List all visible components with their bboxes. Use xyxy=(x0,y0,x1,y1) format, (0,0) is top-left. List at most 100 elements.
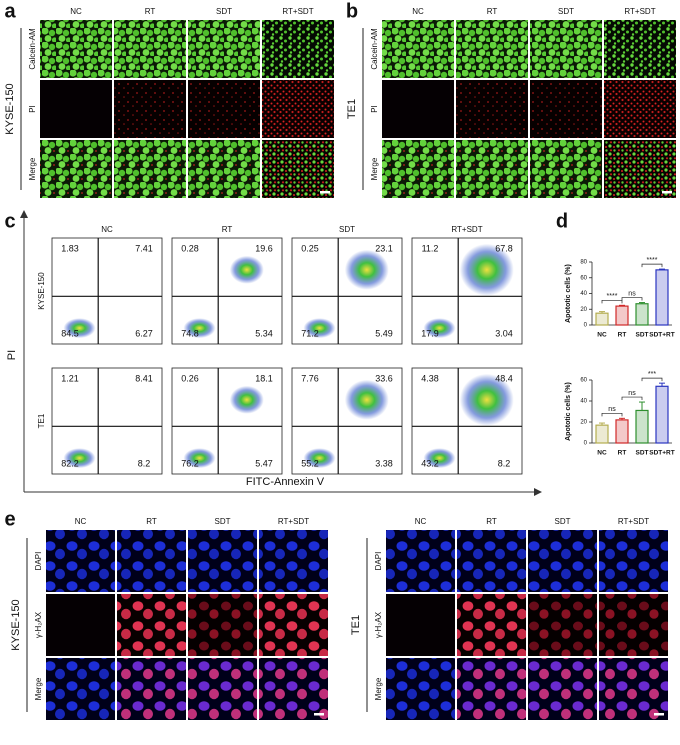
micrograph xyxy=(117,530,186,592)
x-tick-label: SDT xyxy=(636,332,649,339)
micrograph xyxy=(599,594,668,656)
quadrant-value: 43.2 xyxy=(421,458,439,468)
panel-label: e xyxy=(4,508,15,530)
row-label: Merge xyxy=(370,157,379,180)
row-label: KYSE-150 xyxy=(37,272,46,310)
panel-label: b xyxy=(346,0,358,22)
quadrant-value: 4.38 xyxy=(421,373,439,383)
cell-line-label: TE1 xyxy=(350,615,362,635)
column-header: RT xyxy=(145,7,156,16)
quadrant-value: 17.9 xyxy=(421,328,439,338)
micrograph xyxy=(46,594,115,656)
panel-label: a xyxy=(4,0,16,22)
significance-bracket xyxy=(621,297,643,301)
micrograph xyxy=(188,594,257,656)
micrograph xyxy=(114,20,186,78)
micrograph xyxy=(40,20,112,78)
column-header: RT xyxy=(146,517,157,526)
column-header: RT+SDT xyxy=(618,517,649,526)
x-tick-label: NC xyxy=(597,332,607,339)
bar xyxy=(655,385,669,444)
micrograph xyxy=(457,530,526,592)
quadrant-value: 0.26 xyxy=(181,373,199,383)
scale-bar xyxy=(320,191,330,194)
column-header: RT+SDT xyxy=(451,225,482,234)
quadrant-value: 7.76 xyxy=(301,373,319,383)
column-header: NC xyxy=(101,225,113,234)
quadrant-value: 71.2 xyxy=(301,328,319,338)
quadrant-value: 55.2 xyxy=(301,458,319,468)
quadrant-value: 5.47 xyxy=(255,458,273,468)
micrograph xyxy=(117,594,186,656)
micrograph xyxy=(114,140,186,198)
micrograph xyxy=(599,530,668,592)
micrograph xyxy=(262,140,334,198)
y-tick-label: 60 xyxy=(580,378,587,384)
cell-line-label: KYSE-150 xyxy=(4,83,16,134)
significance-bracket xyxy=(601,299,623,304)
column-header: NC xyxy=(415,517,427,526)
significance-bracket xyxy=(601,412,623,417)
cell-line-label: TE1 xyxy=(346,99,358,119)
y-tick-label: 40 xyxy=(580,291,587,297)
significance-label: **** xyxy=(607,293,618,300)
bar xyxy=(595,312,609,326)
column-header: RT+SDT xyxy=(278,517,309,526)
quadrant-value: 3.38 xyxy=(375,458,393,468)
quadrant-value: 6.27 xyxy=(135,328,153,338)
quadrant-value: 84.5 xyxy=(61,328,79,338)
quadrant-value: 76.2 xyxy=(181,458,199,468)
row-label: Merge xyxy=(374,677,383,700)
column-header: NC xyxy=(75,517,87,526)
micrograph xyxy=(262,80,334,138)
axis-label: Apototic cells (%) xyxy=(565,382,572,441)
x-tick-label: SDT+RT xyxy=(649,450,674,457)
micrograph xyxy=(188,658,257,720)
micrograph xyxy=(386,658,455,720)
row-label: DAPI xyxy=(374,552,383,571)
bar xyxy=(635,409,649,444)
cell-cloud xyxy=(303,318,336,339)
significance-label: ns xyxy=(608,406,616,413)
cell-cloud xyxy=(303,448,336,469)
micrograph xyxy=(382,20,454,78)
quadrant-value: 3.04 xyxy=(495,328,513,338)
scale-bar xyxy=(654,713,664,716)
quadrant-value: 8.2 xyxy=(498,458,511,468)
quadrant-value: 48.4 xyxy=(495,373,513,383)
column-header: NC xyxy=(70,7,82,16)
x-tick-label: SDT xyxy=(636,450,649,457)
row-label: Merge xyxy=(28,157,37,180)
micrograph xyxy=(530,140,602,198)
quadrant-value: 82.2 xyxy=(61,458,79,468)
cell-cloud xyxy=(459,243,514,296)
row-label: PI xyxy=(28,105,37,113)
column-header: RT xyxy=(486,517,497,526)
significance-bracket xyxy=(641,377,663,382)
micrograph xyxy=(386,594,455,656)
quadrant-value: 33.6 xyxy=(375,373,393,383)
cell-cloud xyxy=(344,249,389,290)
y-tick-label: 0 xyxy=(584,441,588,447)
cell-line-label: KYSE-150 xyxy=(10,599,22,650)
x-tick-label: RT xyxy=(618,450,627,457)
bar xyxy=(595,424,609,444)
cell-cloud xyxy=(423,318,456,339)
x-tick-label: NC xyxy=(597,450,607,457)
quadrant-value: 0.28 xyxy=(181,243,199,253)
y-tick-label: 80 xyxy=(580,260,587,266)
micrograph xyxy=(530,80,602,138)
cell-cloud xyxy=(423,448,456,469)
micrograph xyxy=(114,80,186,138)
micrograph xyxy=(530,20,602,78)
column-header: SDT xyxy=(339,225,355,234)
micrograph xyxy=(456,140,528,198)
micrograph xyxy=(604,140,676,198)
quadrant-value: 74.8 xyxy=(181,328,199,338)
cell-cloud xyxy=(229,255,264,284)
cell-cloud xyxy=(229,385,264,414)
micrograph xyxy=(457,594,526,656)
quadrant-value: 18.1 xyxy=(255,373,273,383)
micrograph xyxy=(117,658,186,720)
micrograph xyxy=(386,530,455,592)
